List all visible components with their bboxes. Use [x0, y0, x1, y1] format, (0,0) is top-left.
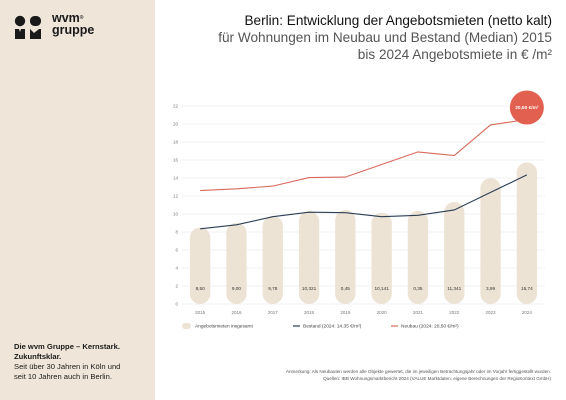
- brand-line2: gruppe: [52, 23, 95, 37]
- sidebar-claim: Die wvm Gruppe – Kernstark. Zukunftsklar…: [14, 342, 154, 382]
- x-tick-label: 2024: [522, 310, 533, 315]
- x-tick-label: 2016: [231, 310, 242, 315]
- y-tick-label: 0: [175, 302, 178, 307]
- y-tick-label: 2: [175, 284, 178, 289]
- bar: [480, 178, 501, 304]
- y-tick-label: 22: [173, 104, 179, 109]
- x-tick-label: 2023: [486, 310, 497, 315]
- claim-line2: Zukunftsklar.: [14, 352, 62, 361]
- bar: [444, 201, 465, 304]
- wvm-logo-icon: [14, 15, 41, 39]
- highlight-badge-label: 20,50 €/m²: [515, 105, 539, 111]
- x-tick-label: 2015: [195, 310, 206, 315]
- bar-value-label: 10,141: [374, 286, 389, 291]
- y-tick-label: 8: [175, 230, 178, 235]
- bar: [189, 227, 211, 304]
- bar-layer: [189, 162, 538, 304]
- brand-trademark: ®: [79, 15, 84, 21]
- y-tick-label: 18: [173, 140, 179, 145]
- y-tick-label: 4: [175, 266, 178, 271]
- x-tick-label: 2022: [449, 310, 460, 315]
- brand-line1: wvm: [52, 11, 80, 25]
- bar: [407, 210, 429, 304]
- legend-label-bars: Angebotsmieten insgesamt: [195, 324, 254, 330]
- footnote-line2: Quellen: IBB Wohnungsmarktbericht 2024 (…: [323, 376, 551, 381]
- title-line2: für Wohnungen im Neubau und Bestand (Med…: [218, 30, 552, 45]
- line-layer: [200, 118, 528, 230]
- legend-layer: Angebotsmieten insgesamt Bestand (2024: 1…: [182, 323, 459, 330]
- y-tick-label: 12: [173, 194, 179, 199]
- bar-value-label: 0,35: [413, 286, 423, 291]
- claim-body-line2: seit 10 Jahren auch in Berlin.: [14, 372, 112, 381]
- brand-wordmark: wvm® gruppe: [52, 11, 95, 37]
- footnote-line1: Anmerkung: Als Neubauten werden alle Obj…: [285, 369, 551, 374]
- bar-value-label: 8,50: [196, 286, 206, 291]
- y-tick-label: 10: [173, 212, 179, 217]
- bar: [226, 223, 247, 304]
- claim-line1: Die wvm Gruppe – Kernstark.: [14, 342, 120, 351]
- legend-swatch-bars: [182, 323, 191, 329]
- bar-value-label: 0,45: [341, 286, 351, 291]
- bar: [371, 212, 392, 304]
- bar: [335, 209, 356, 304]
- neubau-line: [200, 118, 527, 192]
- bar-value-label: 15,74: [521, 286, 533, 291]
- x-tick-label: 2021: [413, 310, 424, 315]
- bar: [262, 215, 283, 304]
- bar: [516, 162, 538, 304]
- label-layer: 8,50 9,00 9,78 10,321 0,45 10,141 0,35 11,341 3,…: [196, 90, 544, 291]
- legend-label-neubau: Neubau (2024: 20,50 €/m²): [401, 324, 459, 330]
- chart-title: Berlin: Entwicklung der Angebotsmieten (…: [218, 12, 552, 63]
- x-tick-label: 2018: [304, 310, 315, 315]
- x-tick-label: 2017: [268, 310, 279, 315]
- bar-value-label: 9,78: [268, 286, 278, 291]
- title-line1: Berlin: Entwicklung der Angebotsmieten (…: [244, 13, 552, 28]
- y-tick-label: 6: [175, 248, 178, 253]
- x-tick-label: 2020: [377, 310, 388, 315]
- title-line3: bis 2024 Angebotsmiete in € /m²: [357, 47, 552, 62]
- claim-body-line1: Seit über 30 Jahren in Köln und: [14, 362, 121, 371]
- bar-value-label: 3,99: [486, 286, 496, 291]
- y-tick-label: 20: [173, 122, 179, 127]
- bar-value-label: 10,321: [302, 286, 317, 291]
- footnote: Anmerkung: Als Neubauten werden alle Obj…: [286, 368, 551, 382]
- bar: [298, 211, 320, 304]
- bar-value-label: 9,00: [232, 286, 242, 291]
- y-tick-label: 14: [173, 176, 179, 181]
- legend-label-bestand: Bestand (2024: 14,35 €/m²): [303, 324, 362, 330]
- y-tick-label: 16: [173, 158, 179, 163]
- x-tick-label: 2019: [340, 310, 351, 315]
- bar-value-label: 11,341: [447, 286, 461, 291]
- sidebar-panel: wvm® gruppe Die wvm Gruppe – Kernstark. …: [0, 0, 155, 400]
- bestand-line: [200, 174, 528, 230]
- highlight-badge: [509, 90, 544, 125]
